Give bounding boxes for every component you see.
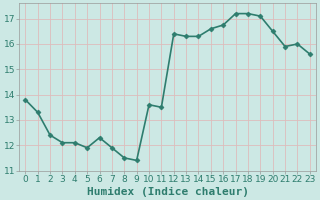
X-axis label: Humidex (Indice chaleur): Humidex (Indice chaleur) <box>87 186 249 197</box>
